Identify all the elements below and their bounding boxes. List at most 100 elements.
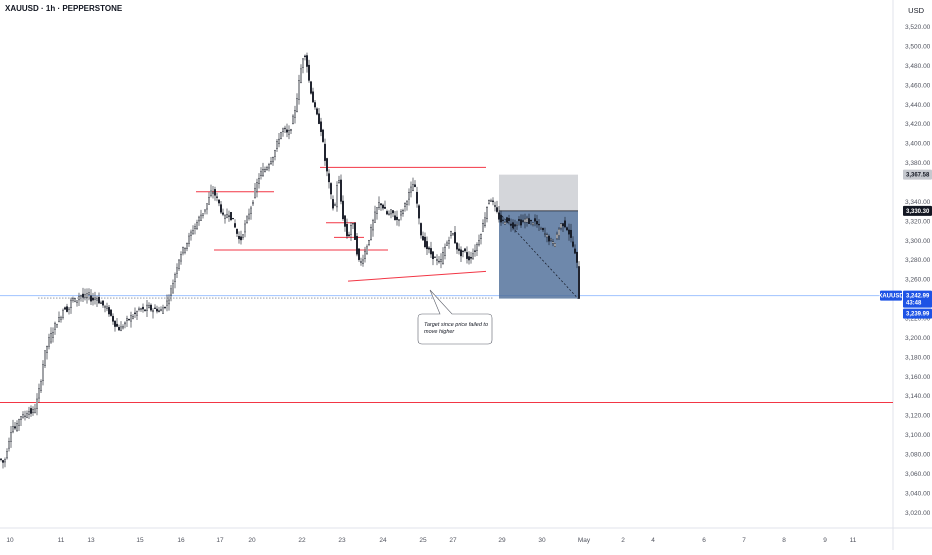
candle-body[interactable] bbox=[294, 110, 296, 118]
candle-body[interactable] bbox=[528, 218, 530, 224]
candle-body[interactable] bbox=[414, 184, 416, 187]
candle-body[interactable] bbox=[54, 322, 56, 330]
candle-body[interactable] bbox=[442, 252, 444, 264]
candle-body[interactable] bbox=[112, 315, 114, 322]
candle-body[interactable] bbox=[566, 227, 568, 231]
candle-body[interactable] bbox=[136, 311, 138, 316]
candle-body[interactable] bbox=[354, 222, 356, 240]
candle-body[interactable] bbox=[548, 235, 550, 242]
candle-body[interactable] bbox=[360, 261, 362, 263]
candle-body[interactable] bbox=[224, 215, 226, 219]
candle-body[interactable] bbox=[288, 130, 290, 135]
candle-body[interactable] bbox=[526, 217, 528, 223]
candle-body[interactable] bbox=[194, 226, 196, 229]
candle-body[interactable] bbox=[572, 241, 574, 247]
candle-body[interactable] bbox=[42, 364, 44, 381]
candle-body[interactable] bbox=[386, 211, 388, 215]
candle-body[interactable] bbox=[196, 222, 198, 229]
candle-body[interactable] bbox=[336, 185, 338, 208]
stop-loss-zone[interactable] bbox=[499, 174, 578, 211]
candle-body[interactable] bbox=[34, 408, 36, 413]
candle-body[interactable] bbox=[476, 244, 478, 251]
candle-body[interactable] bbox=[534, 218, 536, 222]
candle-body[interactable] bbox=[340, 179, 342, 202]
candle-body[interactable] bbox=[172, 283, 174, 294]
candle-body[interactable] bbox=[508, 218, 510, 222]
candle-body[interactable] bbox=[114, 320, 116, 327]
candle-body[interactable] bbox=[394, 215, 396, 221]
candle-body[interactable] bbox=[380, 203, 382, 206]
candle-body[interactable] bbox=[96, 298, 98, 301]
candle-body[interactable] bbox=[150, 304, 152, 311]
candle-body[interactable] bbox=[334, 204, 336, 206]
candle-body[interactable] bbox=[332, 199, 334, 209]
candle-body[interactable] bbox=[240, 236, 242, 241]
candle-body[interactable] bbox=[130, 315, 132, 322]
candle-body[interactable] bbox=[392, 210, 394, 214]
candle-body[interactable] bbox=[468, 256, 470, 261]
candle-body[interactable] bbox=[218, 199, 220, 204]
candle-body[interactable] bbox=[412, 184, 414, 192]
candle-body[interactable] bbox=[258, 178, 260, 184]
candle-body[interactable] bbox=[444, 246, 446, 256]
candle-body[interactable] bbox=[272, 157, 274, 163]
price-tag[interactable] bbox=[903, 308, 932, 319]
candle-body[interactable] bbox=[418, 205, 420, 219]
candle-body[interactable] bbox=[406, 201, 408, 205]
candle-body[interactable] bbox=[166, 300, 168, 306]
candle-body[interactable] bbox=[396, 216, 398, 220]
candle-body[interactable] bbox=[364, 251, 366, 259]
candle-body[interactable] bbox=[440, 259, 442, 262]
candle-body[interactable] bbox=[84, 294, 86, 298]
price-axis-background[interactable] bbox=[893, 0, 932, 528]
candle-body[interactable] bbox=[182, 246, 184, 254]
candle-body[interactable] bbox=[72, 298, 74, 301]
candle-body[interactable] bbox=[48, 337, 50, 347]
candle-body[interactable] bbox=[322, 129, 324, 142]
candle-body[interactable] bbox=[94, 297, 96, 300]
candle-body[interactable] bbox=[256, 182, 258, 193]
candle-body[interactable] bbox=[470, 256, 472, 259]
candle-body[interactable] bbox=[398, 219, 400, 221]
candle-body[interactable] bbox=[102, 300, 104, 306]
candle-body[interactable] bbox=[488, 200, 490, 204]
candle-body[interactable] bbox=[180, 254, 182, 262]
candle-body[interactable] bbox=[372, 220, 374, 231]
candle-body[interactable] bbox=[518, 219, 520, 221]
candle-body[interactable] bbox=[298, 80, 300, 100]
candle-body[interactable] bbox=[452, 233, 454, 236]
candle-body[interactable] bbox=[162, 307, 164, 314]
candle-body[interactable] bbox=[246, 216, 248, 223]
candle-body[interactable] bbox=[52, 331, 54, 338]
candle-body[interactable] bbox=[78, 296, 80, 301]
candle-body[interactable] bbox=[346, 224, 348, 237]
candle-body[interactable] bbox=[120, 326, 122, 332]
candle-body[interactable] bbox=[202, 213, 204, 216]
candle-body[interactable] bbox=[542, 228, 544, 231]
candle-body[interactable] bbox=[0, 458, 2, 460]
candle-body[interactable] bbox=[190, 231, 192, 236]
candle-body[interactable] bbox=[200, 214, 202, 221]
candle-body[interactable] bbox=[318, 113, 320, 124]
candle-body[interactable] bbox=[540, 228, 542, 230]
candle-body[interactable] bbox=[368, 239, 370, 245]
candle-body[interactable] bbox=[420, 223, 422, 236]
candle-body[interactable] bbox=[456, 242, 458, 250]
candle-body[interactable] bbox=[350, 225, 352, 235]
candle-body[interactable] bbox=[426, 241, 428, 250]
candle-body[interactable] bbox=[270, 161, 272, 164]
candle-body[interactable] bbox=[8, 441, 10, 449]
candle-body[interactable] bbox=[402, 210, 404, 215]
candle-body[interactable] bbox=[158, 310, 160, 312]
candle-body[interactable] bbox=[204, 209, 206, 212]
candle-body[interactable] bbox=[86, 293, 88, 298]
candle-body[interactable] bbox=[60, 317, 62, 320]
candle-body[interactable] bbox=[556, 233, 558, 239]
candle-body[interactable] bbox=[188, 235, 190, 244]
candle-body[interactable] bbox=[530, 219, 532, 222]
candle-body[interactable] bbox=[160, 309, 162, 311]
candle-body[interactable] bbox=[434, 256, 436, 259]
annotation-callout[interactable] bbox=[417, 289, 493, 345]
candle-body[interactable] bbox=[460, 249, 462, 257]
